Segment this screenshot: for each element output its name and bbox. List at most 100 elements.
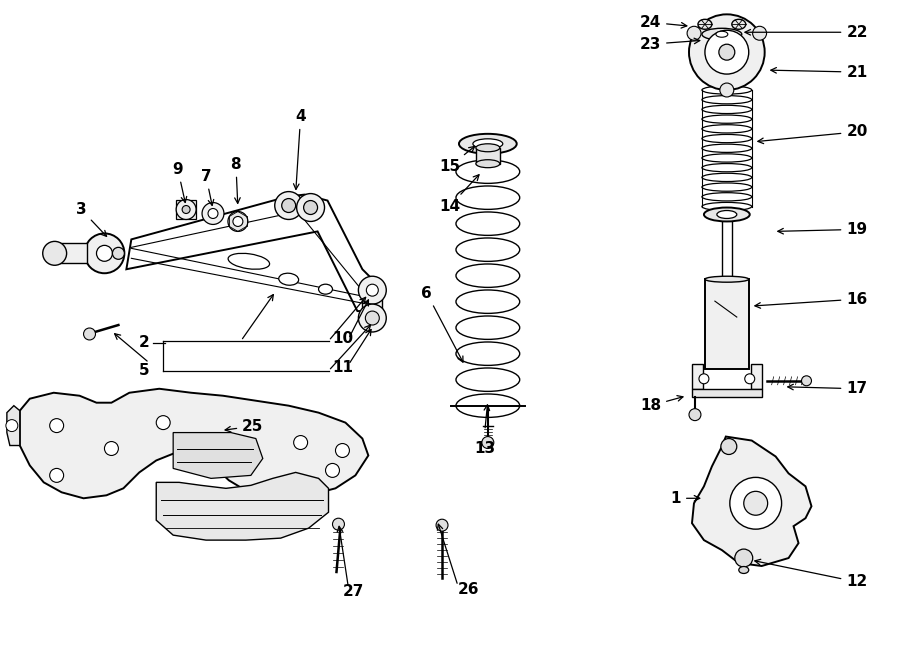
Circle shape xyxy=(85,233,124,273)
Ellipse shape xyxy=(732,19,746,29)
Polygon shape xyxy=(705,279,749,369)
Circle shape xyxy=(358,276,386,304)
Circle shape xyxy=(689,15,765,90)
Text: 5: 5 xyxy=(139,364,149,378)
Text: 12: 12 xyxy=(755,559,868,590)
Ellipse shape xyxy=(705,276,749,282)
Circle shape xyxy=(730,477,781,529)
Ellipse shape xyxy=(717,210,737,219)
Circle shape xyxy=(332,518,345,530)
Text: 1: 1 xyxy=(670,490,700,506)
Polygon shape xyxy=(476,148,500,164)
Text: 14: 14 xyxy=(439,175,479,214)
Text: 26: 26 xyxy=(458,582,480,598)
Circle shape xyxy=(293,436,308,449)
Circle shape xyxy=(752,26,767,40)
Polygon shape xyxy=(49,243,86,263)
Ellipse shape xyxy=(459,134,517,154)
Circle shape xyxy=(84,328,95,340)
Circle shape xyxy=(112,247,124,259)
Circle shape xyxy=(689,408,701,420)
Ellipse shape xyxy=(704,208,750,221)
Circle shape xyxy=(365,311,379,325)
Circle shape xyxy=(745,374,755,384)
Text: 23: 23 xyxy=(640,37,700,52)
Text: 19: 19 xyxy=(778,222,868,237)
Circle shape xyxy=(297,194,325,221)
Circle shape xyxy=(699,374,709,384)
Polygon shape xyxy=(173,432,263,479)
Text: 21: 21 xyxy=(770,65,868,79)
Text: 17: 17 xyxy=(788,381,868,396)
Text: 6: 6 xyxy=(421,286,463,362)
Circle shape xyxy=(734,549,752,567)
Circle shape xyxy=(6,420,18,432)
Circle shape xyxy=(687,26,701,40)
Circle shape xyxy=(358,304,386,332)
Polygon shape xyxy=(363,290,382,311)
Circle shape xyxy=(96,245,112,261)
Polygon shape xyxy=(751,364,761,389)
Text: 7: 7 xyxy=(201,169,213,206)
Text: 10: 10 xyxy=(332,331,354,346)
Ellipse shape xyxy=(228,253,270,269)
Ellipse shape xyxy=(319,284,332,294)
Circle shape xyxy=(176,200,196,219)
Circle shape xyxy=(42,241,67,265)
Circle shape xyxy=(50,418,64,432)
Text: 13: 13 xyxy=(474,440,495,455)
Ellipse shape xyxy=(702,28,742,40)
Polygon shape xyxy=(692,436,812,566)
Circle shape xyxy=(721,438,737,455)
Text: 25: 25 xyxy=(225,418,264,434)
Ellipse shape xyxy=(279,273,299,286)
Text: 9: 9 xyxy=(173,162,186,202)
Polygon shape xyxy=(20,389,368,498)
Circle shape xyxy=(208,208,218,219)
Circle shape xyxy=(802,376,812,386)
Text: 20: 20 xyxy=(758,124,868,143)
Polygon shape xyxy=(126,194,382,311)
Text: 22: 22 xyxy=(745,24,868,40)
Circle shape xyxy=(705,30,749,74)
Text: 16: 16 xyxy=(755,292,868,308)
Text: 24: 24 xyxy=(640,15,687,30)
Circle shape xyxy=(282,198,296,212)
Circle shape xyxy=(326,463,339,477)
Circle shape xyxy=(233,217,243,227)
Ellipse shape xyxy=(698,19,712,29)
Circle shape xyxy=(157,416,170,430)
Polygon shape xyxy=(692,364,703,389)
Circle shape xyxy=(720,83,733,97)
Circle shape xyxy=(274,192,302,219)
Polygon shape xyxy=(7,406,20,446)
Ellipse shape xyxy=(472,139,503,149)
Circle shape xyxy=(104,442,119,455)
Circle shape xyxy=(50,469,64,483)
Circle shape xyxy=(482,436,494,449)
Circle shape xyxy=(366,284,378,296)
Ellipse shape xyxy=(476,144,500,152)
Circle shape xyxy=(743,491,768,515)
Text: 18: 18 xyxy=(640,396,683,413)
Ellipse shape xyxy=(739,566,749,574)
Circle shape xyxy=(436,519,448,531)
Text: 4: 4 xyxy=(293,109,306,190)
Circle shape xyxy=(182,206,190,214)
Ellipse shape xyxy=(716,31,728,37)
Polygon shape xyxy=(692,389,761,397)
Text: 15: 15 xyxy=(439,146,474,175)
Circle shape xyxy=(336,444,349,457)
Circle shape xyxy=(228,212,248,231)
Polygon shape xyxy=(157,473,328,540)
Circle shape xyxy=(719,44,734,60)
Text: 3: 3 xyxy=(76,202,106,237)
Text: 8: 8 xyxy=(230,157,241,204)
Text: 27: 27 xyxy=(343,584,364,600)
Polygon shape xyxy=(176,200,196,219)
Text: 11: 11 xyxy=(332,360,354,375)
Circle shape xyxy=(202,202,224,225)
Ellipse shape xyxy=(476,160,500,168)
Circle shape xyxy=(303,200,318,214)
Text: 2: 2 xyxy=(139,335,149,350)
